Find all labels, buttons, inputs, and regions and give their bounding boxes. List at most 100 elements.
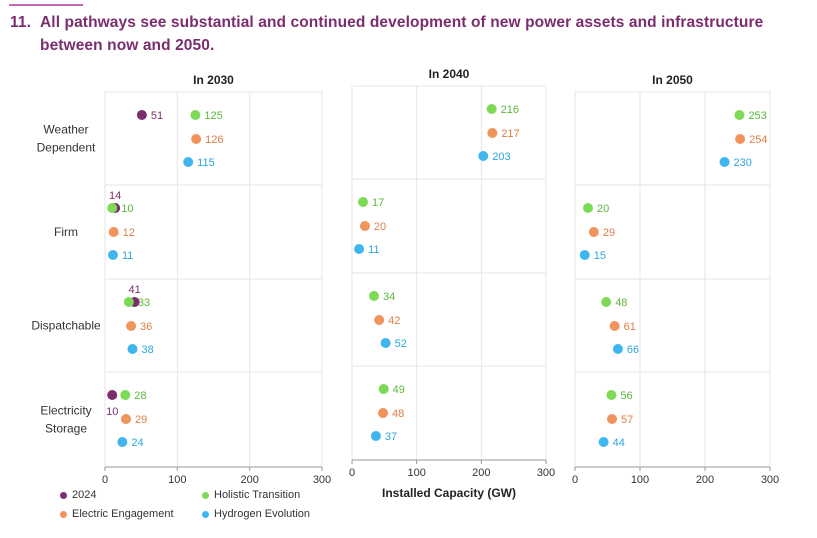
in-2030-hydrogen-evolution-dispatchable-dot xyxy=(127,344,138,354)
in-2040-hydrogen-evolution-electricity-storage-dot xyxy=(370,431,381,441)
legend-marker-2024 xyxy=(60,491,67,499)
in-2050-electric-engagement-electricity-storage-label: 57 xyxy=(621,414,633,426)
in-2030-2024-weather-dependent-label: 51 xyxy=(151,110,163,122)
in-2030-holistic-transition-firm-dot xyxy=(107,203,118,213)
in-2040-hydrogen-evolution-dispatchable-label: 52 xyxy=(395,338,407,350)
in-2030-electric-engagement-electricity-storage-label: 29 xyxy=(135,414,147,426)
in-2040-electric-engagement-electricity-storage-dot xyxy=(378,408,389,418)
category-label-weather-dependent-line-1: Weather xyxy=(43,123,88,137)
in-2030-hydrogen-evolution-weather-dependent-label: 115 xyxy=(197,157,215,169)
in-2040-hydrogen-evolution-electricity-storage-label: 37 xyxy=(385,431,397,443)
in-2050-hydrogen-evolution-electricity-storage-dot xyxy=(598,437,609,447)
category-label-electricity-storage-line-2: Storage xyxy=(45,422,87,436)
in-2030-holistic-transition-weather-dependent-label: 125 xyxy=(204,110,222,122)
in-2030-holistic-transition-firm-label: 10 xyxy=(121,203,133,215)
in-2050-electric-engagement-weather-dependent-dot xyxy=(735,134,746,144)
in-2050-hydrogen-evolution-firm-dot xyxy=(579,250,590,260)
in-2040-row-frame-1 xyxy=(351,85,547,180)
in-2040-row-frame-2 xyxy=(351,178,547,274)
in-2030-holistic-transition-weather-dependent-dot xyxy=(190,110,201,120)
in-2030-hydrogen-evolution-firm-label: 11 xyxy=(122,250,133,262)
in-2050-electric-engagement-dispatchable-label: 61 xyxy=(624,321,636,333)
in-2040-holistic-transition-dispatchable-label: 34 xyxy=(383,291,395,303)
in-2050-tick-label-0: 0 xyxy=(572,474,578,486)
in-2040-electric-engagement-firm-label: 20 xyxy=(374,221,386,233)
in-2040-hydrogen-evolution-firm-label: 11 xyxy=(368,244,379,256)
in-2050-tick-label-100: 100 xyxy=(631,474,649,486)
in-2050-row-frame-4 xyxy=(574,371,771,468)
legend-label-holistic-transition: Holistic Transition xyxy=(214,489,301,501)
legend-item-electric-engagement: Electric Engagement xyxy=(60,508,174,520)
figure-title-line-1: All pathways see substantial and continu… xyxy=(40,14,764,31)
in-2030-row-frame-1 xyxy=(104,91,323,186)
title-accent-line xyxy=(9,4,83,6)
in-2050-hydrogen-evolution-weather-dependent-dot xyxy=(719,157,730,167)
in-2050-row-frame-2 xyxy=(574,184,771,280)
in-2030-holistic-transition-dispatchable-label: 33 xyxy=(138,297,150,309)
in-2040-electric-engagement-weather-dependent-label: 217 xyxy=(501,128,519,140)
in-2050-electric-engagement-weather-dependent-label: 254 xyxy=(749,134,767,146)
in-2040-tick-label-0: 0 xyxy=(349,467,355,479)
in-2030-holistic-transition-dispatchable-dot xyxy=(123,297,134,307)
in-2040-hydrogen-evolution-weather-dependent-dot xyxy=(478,151,489,161)
in-2050-holistic-transition-electricity-storage-label: 56 xyxy=(620,390,632,402)
figure-number: 11. xyxy=(10,14,31,31)
in-2030-tick-label-300: 300 xyxy=(313,474,331,486)
legend-marker-hydrogen-evolution xyxy=(202,510,209,518)
category-label-dispatchable-line-1: Dispatchable xyxy=(31,319,101,333)
in-2050-hydrogen-evolution-weather-dependent-label: 230 xyxy=(734,157,752,169)
in-2050-holistic-transition-firm-dot xyxy=(583,203,593,213)
in-2030-2024-dispatchable-label: 41 xyxy=(129,284,141,296)
in-2030-electric-engagement-dispatchable-label: 36 xyxy=(140,321,152,333)
in-2030-2024-firm-label: 14 xyxy=(109,190,121,202)
in-2030-holistic-transition-electricity-storage-label: 28 xyxy=(134,390,146,402)
in-2040-row-frame-3 xyxy=(351,272,547,367)
legend-item-holistic-transition: Holistic Transition xyxy=(202,489,300,501)
in-2050-holistic-transition-weather-dependent-dot xyxy=(734,110,745,120)
in-2050-tick-label-200: 200 xyxy=(696,474,714,486)
legend-item-hydrogen-evolution: Hydrogen Evolution xyxy=(202,508,310,520)
in-2030-2024-electricity-storage-dot xyxy=(107,390,118,400)
in-2030-electric-engagement-dispatchable-dot xyxy=(126,321,137,331)
in-2040-hydrogen-evolution-dispatchable-dot xyxy=(380,338,391,348)
in-2050-holistic-transition-firm-label: 20 xyxy=(597,203,609,215)
in-2050-hydrogen-evolution-electricity-storage-label: 44 xyxy=(613,437,625,449)
in-2050-panel-title: In 2050 xyxy=(652,73,693,87)
in-2040-holistic-transition-weather-dependent-label: 216 xyxy=(501,104,519,116)
in-2050-electric-engagement-firm-label: 29 xyxy=(603,227,615,239)
in-2040-holistic-transition-firm-label: 17 xyxy=(372,197,384,209)
in-2050-holistic-transition-weather-dependent-label: 253 xyxy=(748,110,766,122)
in-2040-electric-engagement-firm-dot xyxy=(359,221,370,231)
category-label-electricity-storage-line-1: Electricity xyxy=(40,404,91,418)
in-2040-electric-engagement-electricity-storage-label: 48 xyxy=(392,408,404,420)
in-2030-tick-label-0: 0 xyxy=(102,474,108,486)
in-2040-hydrogen-evolution-weather-dependent-label: 203 xyxy=(492,151,510,163)
in-2050-electric-engagement-electricity-storage-dot xyxy=(607,414,618,424)
in-2030-hydrogen-evolution-electricity-storage-label: 24 xyxy=(131,437,143,449)
in-2040-hydrogen-evolution-firm-dot xyxy=(354,244,365,254)
x-axis-label: Installed Capacity (GW) xyxy=(382,486,516,500)
in-2050-electric-engagement-firm-dot xyxy=(588,227,599,237)
in-2030-electric-engagement-electricity-storage-dot xyxy=(120,414,131,424)
in-2030-electric-engagement-firm-label: 12 xyxy=(123,227,135,239)
legend-marker-electric-engagement xyxy=(60,510,67,518)
in-2040-holistic-transition-firm-dot xyxy=(357,197,368,207)
in-2050-hydrogen-evolution-firm-label: 15 xyxy=(594,250,606,262)
in-2030-hydrogen-evolution-electricity-storage-dot xyxy=(117,437,128,447)
in-2050-hydrogen-evolution-dispatchable-dot xyxy=(612,344,623,354)
in-2030-row-frame-2 xyxy=(104,184,323,280)
in-2040-panel-title: In 2040 xyxy=(429,67,470,81)
in-2050-hydrogen-evolution-dispatchable-label: 66 xyxy=(627,344,639,356)
in-2040-electric-engagement-weather-dependent-dot xyxy=(487,128,498,138)
in-2030-hydrogen-evolution-firm-dot xyxy=(107,250,118,260)
legend-marker-holistic-transition xyxy=(202,491,209,499)
legend-item-2024: 2024 xyxy=(60,489,96,501)
category-label-weather-dependent-line-2: Dependent xyxy=(37,141,96,155)
in-2050-holistic-transition-dispatchable-label: 48 xyxy=(615,297,627,309)
in-2030-electric-engagement-weather-dependent-dot xyxy=(191,134,202,144)
in-2030-holistic-transition-electricity-storage-dot xyxy=(120,390,131,400)
in-2050-electric-engagement-dispatchable-dot xyxy=(609,321,620,331)
legend-label-2024: 2024 xyxy=(72,489,97,501)
in-2040-holistic-transition-electricity-storage-label: 49 xyxy=(393,384,405,396)
